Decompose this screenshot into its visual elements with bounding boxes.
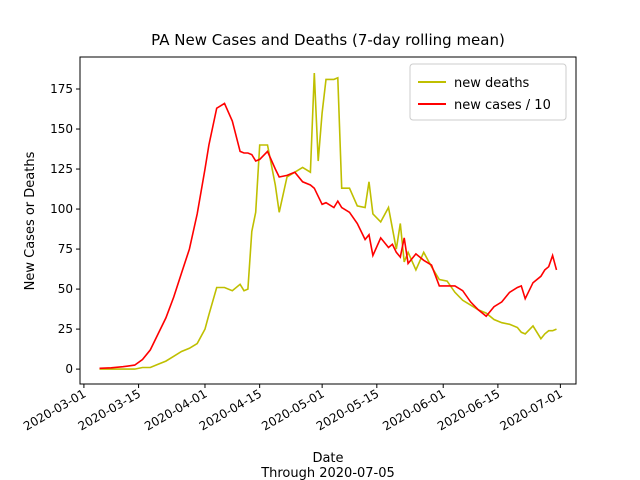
data-line (99, 102, 558, 370)
y-tick-label: 0 (65, 362, 73, 376)
y-tick-label: 25 (58, 322, 73, 336)
y-tick-label: 100 (50, 202, 73, 216)
x-tick-label: 2020-03-15 (76, 386, 143, 433)
x-tick-label: 2020-07-01 (497, 386, 564, 433)
chart-title: PA New Cases and Deaths (7-day rolling m… (151, 31, 505, 49)
plot-frame (79, 56, 577, 385)
y-tick-label: 125 (50, 162, 73, 176)
y-axis-label: New Cases or Deaths (23, 151, 38, 290)
legend-box (409, 63, 567, 121)
legend: new deaths new cases / 10 (409, 63, 567, 121)
y-tick-label: 175 (50, 82, 73, 96)
x-tick-label: 2020-04-15 (197, 386, 264, 433)
legend-label: new deaths (454, 76, 530, 91)
y-tick-label: 75 (58, 242, 73, 256)
legend-label: new cases / 10 (454, 98, 551, 113)
data-line (99, 72, 557, 370)
x-axis-label: Date (312, 451, 343, 466)
x-axis-note: Through 2020-07-05 (260, 466, 395, 480)
y-tick-label: 50 (58, 282, 73, 296)
x-tick-label: 2020-06-15 (435, 386, 502, 433)
x-tick-label: 2020-05-15 (314, 386, 381, 433)
y-tick-label: 150 (50, 122, 73, 136)
